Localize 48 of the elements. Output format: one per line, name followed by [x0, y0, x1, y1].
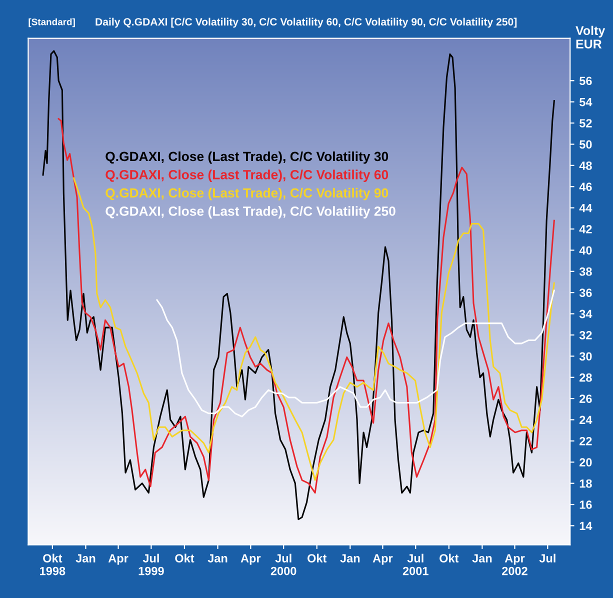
y-tick-label: 40	[579, 246, 592, 255]
x-tick-label: Jan	[76, 554, 96, 562]
x-tick-label: Apr	[240, 554, 261, 565]
x-tick-label: Jan	[472, 554, 492, 562]
y-axis-title: Volty EUR	[576, 26, 606, 48]
y-tick-label: 56	[579, 76, 592, 86]
x-tick-label: Jan	[340, 554, 360, 562]
x-tick-label: Jan	[208, 554, 228, 562]
y-tick-label: 52	[579, 119, 592, 128]
y-tick-label: 32	[579, 331, 592, 340]
y-tick-label: 50	[579, 140, 592, 149]
y-tick-label: 34	[579, 310, 592, 318]
x-tick-label: Okt	[440, 554, 459, 562]
x-tick-label: Apr	[108, 554, 128, 565]
x-tick-label: Jul 2000	[270, 554, 296, 576]
y-tick-label: 26	[580, 394, 592, 403]
y-tick-label: 36	[579, 288, 592, 297]
y-tick-label: 42	[579, 225, 592, 234]
text: Q.GDAXI, Close (Last Trade), C/C Volatility 30	[106, 151, 388, 164]
text: Q.GDAXI, Close (Last Trade), C/C Volatility 250	[106, 206, 396, 218]
line-series	[156, 290, 555, 418]
y-tick-label: 20	[580, 458, 592, 467]
series-label: Q.GDAXI, Close (Last Trade), C/C Volatility 90	[106, 188, 388, 200]
x-tick-label: Jul 1999	[138, 554, 164, 576]
x-tick-label: Okt	[308, 554, 327, 562]
y-tick-label: 24	[580, 416, 592, 424]
y-tick-label: 46	[579, 182, 592, 192]
line-series	[42, 50, 555, 520]
y-tick-label: 14	[580, 522, 592, 530]
y-tick-label: 30	[579, 352, 592, 361]
chart-title: Daily Q.GDAXI [C/C Volatility 30, C/C Volatility 60, C/C Volatility 90, C/C Volatility 250]	[96, 18, 517, 28]
text: Q.GDAXI, Close (Last Trade), C/C Volatility 60	[106, 170, 388, 182]
y-tick-label: 44	[579, 204, 592, 212]
x-tick-label: Apr 2002	[502, 554, 528, 576]
y-tick-label: 48	[579, 161, 592, 170]
x-tick-label: Okt 1998	[40, 554, 66, 576]
x-tick-label: Apr	[372, 554, 393, 565]
line-series	[58, 118, 555, 494]
x-tick-label: Okt	[175, 554, 194, 562]
y-tick-label: 16	[580, 500, 592, 509]
x-tick-label: Jul	[539, 554, 556, 562]
y-tick-label: 38	[579, 267, 592, 276]
y-tick-label: 18	[580, 479, 592, 488]
y-tick-label: 22	[580, 436, 592, 446]
chart-subtitle: [Standard]	[28, 18, 75, 28]
x-tick-label: Jul 2001	[402, 554, 428, 576]
y-tick-label: 54	[579, 98, 592, 106]
y-tick-label: 28	[580, 373, 592, 382]
